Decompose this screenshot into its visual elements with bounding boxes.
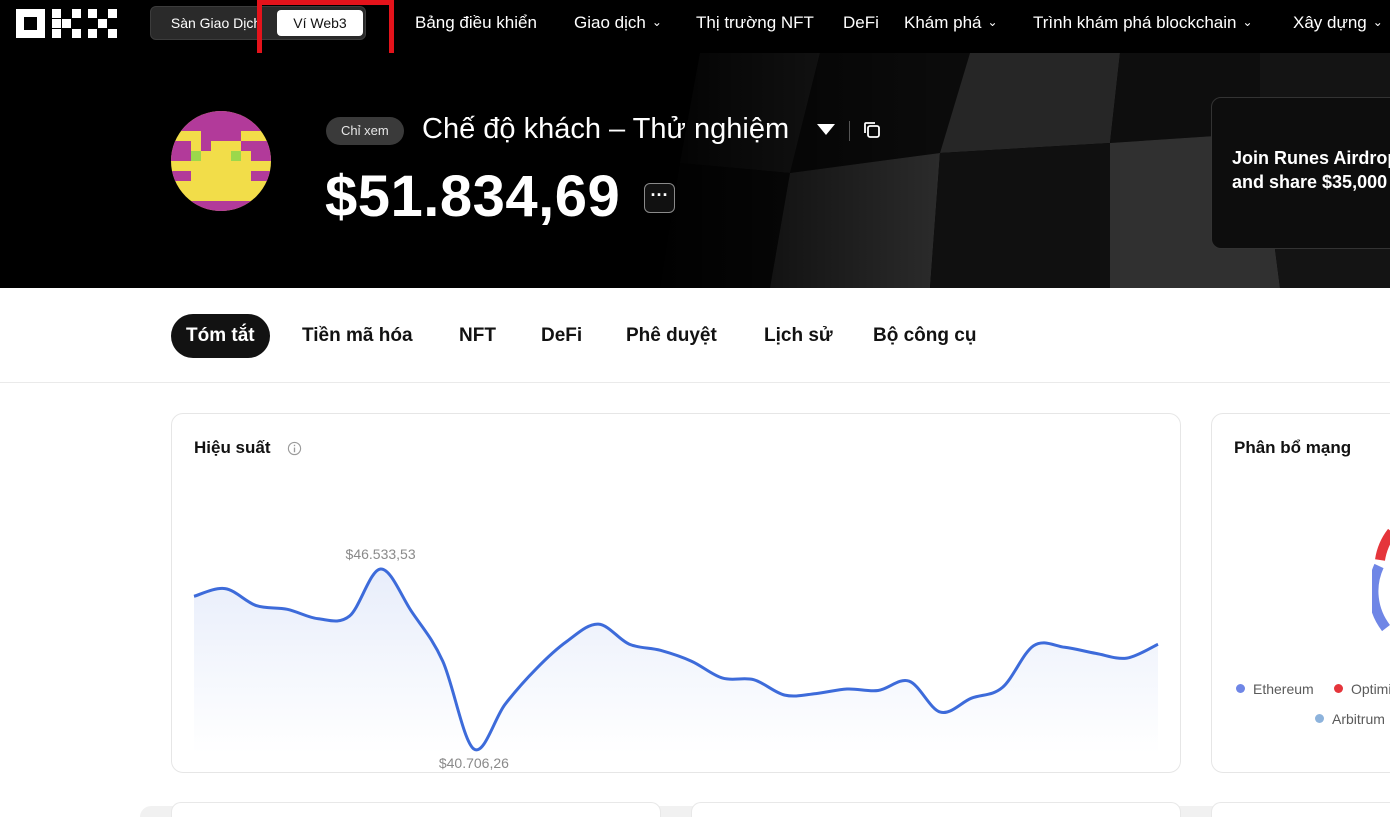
tab-defi[interactable]: DeFi [541, 325, 583, 346]
chevron-down-icon: ⌄ [651, 15, 662, 29]
tab-crypto[interactable]: Tiền mã hóa [302, 325, 413, 346]
arbitrum-dot-icon [1315, 714, 1324, 723]
avatar [171, 111, 271, 211]
caret-down-icon[interactable] [817, 124, 835, 135]
chart-min-label: $40.706,26 [439, 755, 509, 771]
bottom-card [691, 802, 1181, 817]
tab-nft[interactable]: NFT [459, 325, 496, 346]
network-donut-chart[interactable] [1372, 524, 1390, 644]
performance-card: Hiệu suất $46.533,53 $40.706,26 [171, 413, 1181, 773]
tab-toolkit[interactable]: Bộ công cụ [873, 325, 977, 346]
ethereum-dot-icon [1236, 684, 1245, 693]
promo-banner[interactable]: Join Runes Airdrop and share $35,000 [1211, 97, 1390, 249]
divider [849, 121, 850, 141]
chart-line [193, 567, 1159, 752]
nav-item-label: Bảng điều khiển [415, 13, 537, 32]
legend-label: Arbitrum [1332, 711, 1385, 727]
chevron-down-icon: ⌄ [1372, 15, 1383, 29]
wallet-tabs: Tóm tắt Tiền mã hóa NFT DeFi Phê duyệt L… [0, 288, 1390, 383]
tab-summary[interactable]: Tóm tắt [171, 314, 270, 358]
total-balance: $51.834,69 [325, 164, 621, 229]
top-navigation: Sàn Giao Dịch Ví Web3 Bảng điều khiển Gi… [0, 0, 1390, 67]
mode-web3-button[interactable]: Ví Web3 [277, 10, 363, 36]
tab-approvals[interactable]: Phê duyệt [626, 325, 717, 346]
chart-max-label: $46.533,53 [346, 546, 416, 562]
network-title: Phân bổ mạng [1234, 438, 1352, 457]
legend-label: Ethereum [1253, 681, 1314, 697]
watch-only-badge: Chỉ xem [326, 117, 404, 145]
legend-optimism: Optimism [1334, 681, 1390, 697]
nav-item-label: Trình khám phá blockchain [1033, 13, 1237, 32]
nav-item-discover[interactable]: Khám phá ⌄ [904, 0, 998, 45]
info-icon[interactable] [287, 441, 302, 456]
bottom-card [1211, 802, 1390, 817]
nav-item-label: Xây dựng [1293, 13, 1367, 32]
nav-item-label: Thị trường NFT [696, 13, 814, 32]
chevron-down-icon: ⌄ [1242, 15, 1253, 29]
mode-exchange-button[interactable]: Sàn Giao Dịch [170, 15, 262, 31]
legend-ethereum: Ethereum [1236, 681, 1314, 697]
nav-item-build[interactable]: Xây dựng ⌄ [1293, 0, 1383, 45]
nav-item-explorer[interactable]: Trình khám phá blockchain ⌄ [1033, 0, 1253, 45]
performance-chart[interactable]: $46.533,53 $40.706,26 [172, 414, 1182, 774]
wallet-hero: Chỉ xem Chế độ khách – Thử nghiệm $51.83… [0, 53, 1390, 288]
more-options-button[interactable]: ··· [644, 183, 675, 213]
bottom-card [171, 802, 661, 817]
chart-area [194, 568, 1158, 754]
performance-title: Hiệu suất [194, 438, 271, 457]
nav-item-nft-market[interactable]: Thị trường NFT [696, 0, 814, 45]
nav-item-label: Giao dịch [574, 13, 646, 32]
nav-item-trade[interactable]: Giao dịch ⌄ [574, 0, 662, 45]
copy-icon[interactable] [862, 120, 882, 140]
nav-item-label: DeFi [843, 13, 879, 32]
promo-text: and share $35,000 [1232, 172, 1388, 192]
optimism-dot-icon [1334, 684, 1343, 693]
okx-logo[interactable] [16, 9, 117, 38]
nav-item-label: Khám phá [904, 13, 982, 32]
legend-arbitrum: Arbitrum [1315, 711, 1385, 727]
wallet-name[interactable]: Chế độ khách – Thử nghiệm [422, 113, 790, 145]
promo-text: Join Runes Airdrop [1232, 148, 1390, 168]
nav-item-dashboard[interactable]: Bảng điều khiển [415, 0, 537, 45]
legend-label: Optimism [1351, 681, 1390, 697]
network-allocation-card: Phân bổ mạng Ethereum Optimism Arbitrum [1211, 413, 1390, 773]
chevron-down-icon: ⌄ [987, 15, 998, 29]
tab-history[interactable]: Lịch sử [764, 325, 833, 346]
nav-item-defi[interactable]: DeFi [843, 0, 879, 45]
